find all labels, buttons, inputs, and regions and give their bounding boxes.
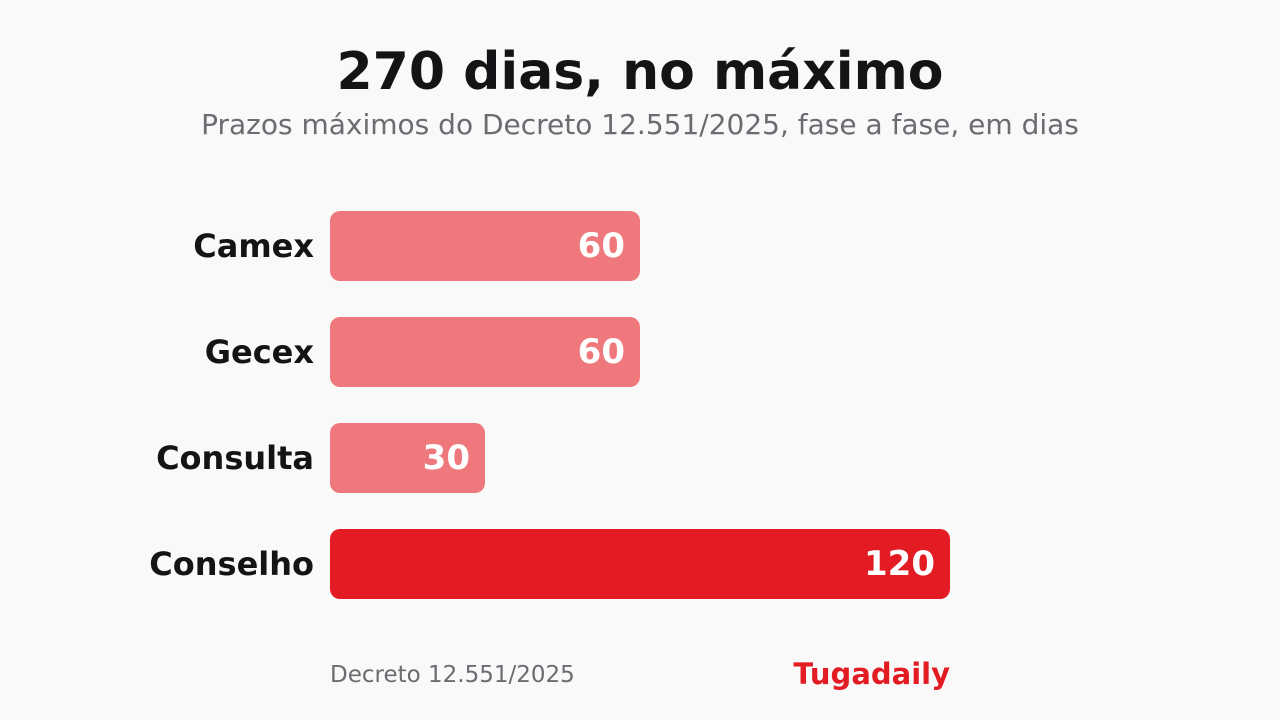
value-label-conselho: 120	[864, 544, 935, 584]
category-label-gecex: Gecex	[205, 333, 315, 371]
category-label-consulta: Consulta	[156, 439, 314, 477]
category-label-conselho: Conselho	[149, 545, 314, 583]
bar-camex	[330, 211, 640, 281]
bar-conselho	[330, 529, 950, 599]
value-label-camex: 60	[578, 226, 625, 266]
category-label-camex: Camex	[193, 227, 314, 265]
bar-gecex	[330, 317, 640, 387]
value-label-gecex: 60	[578, 332, 625, 372]
chart-title: 270 dias, no máximo	[336, 42, 944, 102]
brand-logo-text: Tugadaily	[793, 657, 950, 691]
source-note: Decreto 12.551/2025	[330, 662, 575, 688]
value-label-consulta: 30	[423, 438, 470, 478]
bar-consulta	[330, 423, 485, 493]
chart-subtitle: Prazos máximos do Decreto 12.551/2025, f…	[201, 108, 1079, 141]
